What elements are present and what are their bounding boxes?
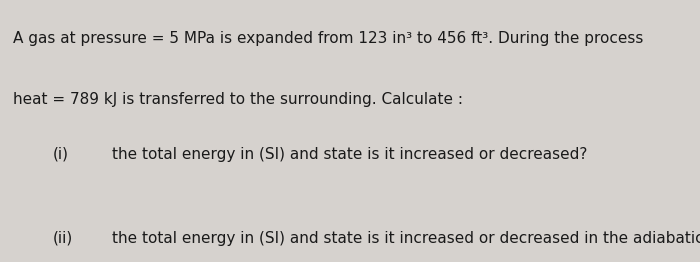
Text: the total energy in (SI) and state is it increased or decreased?: the total energy in (SI) and state is it… <box>112 147 587 162</box>
Text: A gas at pressure = 5 MPa is expanded from 123 in³ to 456 ft³. During the proces: A gas at pressure = 5 MPa is expanded fr… <box>13 31 643 46</box>
Text: (ii): (ii) <box>52 231 73 245</box>
Text: the total energy in (SI) and state is it increased or decreased in the adiabatic: the total energy in (SI) and state is it… <box>112 231 700 245</box>
Text: heat = 789 kJ is transferred to the surrounding. Calculate :: heat = 789 kJ is transferred to the surr… <box>13 92 463 107</box>
Text: (i): (i) <box>52 147 69 162</box>
